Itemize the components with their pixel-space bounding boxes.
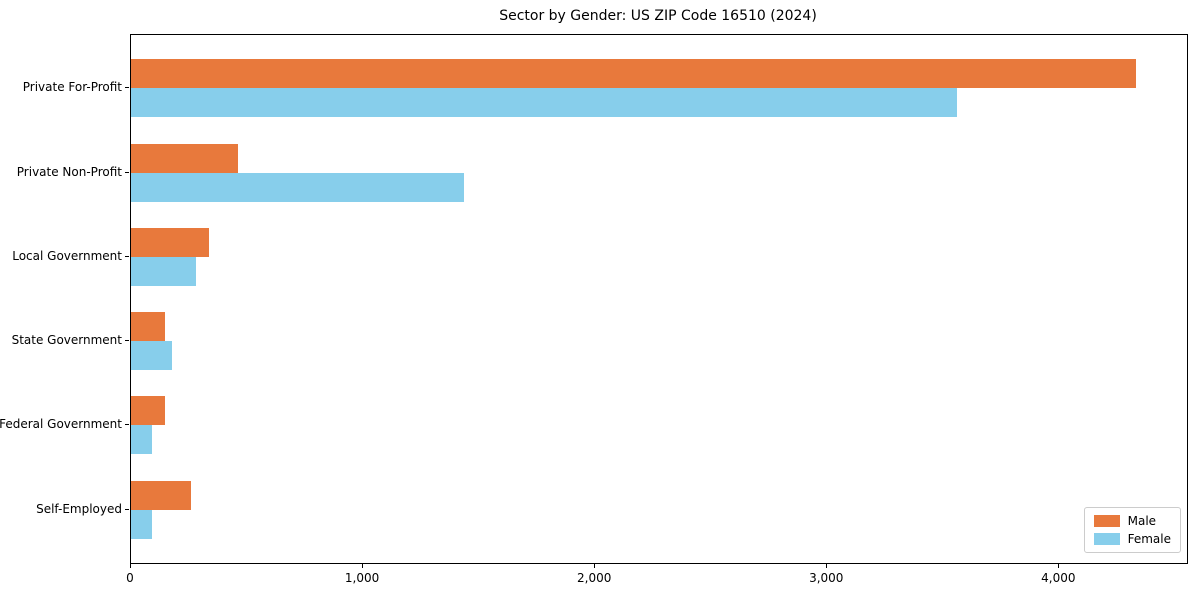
x-tick-mark [594, 564, 596, 568]
bar-female-state-government [131, 341, 172, 371]
bar-male-private-non-profit [131, 143, 238, 173]
chart-title: Sector by Gender: US ZIP Code 16510 (202… [499, 8, 817, 24]
legend-item-female: Female [1093, 532, 1171, 546]
legend-swatch-male [1093, 515, 1120, 527]
y-tick-mark [125, 424, 129, 426]
x-tick-label-4-000: 4,000 [1041, 571, 1076, 585]
x-tick-label-3-000: 3,000 [809, 571, 844, 585]
bar-female-private-for-profit [131, 88, 958, 118]
category-label-private-for-profit: Private For-Profit [22, 80, 122, 95]
x-tick-mark [362, 564, 364, 568]
y-tick-mark [125, 171, 129, 173]
category-label-self-employed: Self-Employed [36, 501, 122, 516]
plot-area: Male Female [130, 34, 1188, 564]
legend-swatch-female [1093, 533, 1120, 545]
bar-male-local-government [131, 227, 209, 257]
legend-label-female: Female [1127, 532, 1171, 546]
x-tick-label-1-000: 1,000 [344, 571, 380, 585]
x-tick-label-0: 0 [126, 571, 134, 585]
x-tick-mark [826, 564, 828, 568]
category-label-local-government: Local Government [12, 248, 122, 263]
bar-male-federal-government [131, 396, 166, 426]
category-label-federal-government: Federal Government [0, 417, 122, 432]
bar-female-private-non-profit [131, 172, 465, 202]
bar-male-private-for-profit [131, 59, 1136, 89]
y-tick-mark [125, 508, 129, 510]
category-label-state-government: State Government [11, 333, 122, 348]
x-tick-mark [1058, 564, 1060, 568]
bar-female-local-government [131, 256, 196, 286]
legend-label-male: Male [1127, 514, 1157, 528]
y-tick-mark [125, 340, 129, 342]
y-tick-mark [125, 255, 129, 257]
y-tick-mark [125, 87, 129, 89]
x-tick-mark [130, 564, 131, 568]
bar-female-federal-government [131, 425, 152, 455]
bar-female-self-employed [131, 509, 152, 539]
legend: Male Female [1083, 507, 1181, 553]
bar-male-state-government [131, 312, 166, 342]
legend-item-male: Male [1093, 514, 1171, 528]
x-tick-label-2-000: 2,000 [576, 571, 612, 585]
category-label-private-non-profit: Private Non-Profit [16, 164, 122, 179]
bar-male-self-employed [131, 480, 191, 510]
